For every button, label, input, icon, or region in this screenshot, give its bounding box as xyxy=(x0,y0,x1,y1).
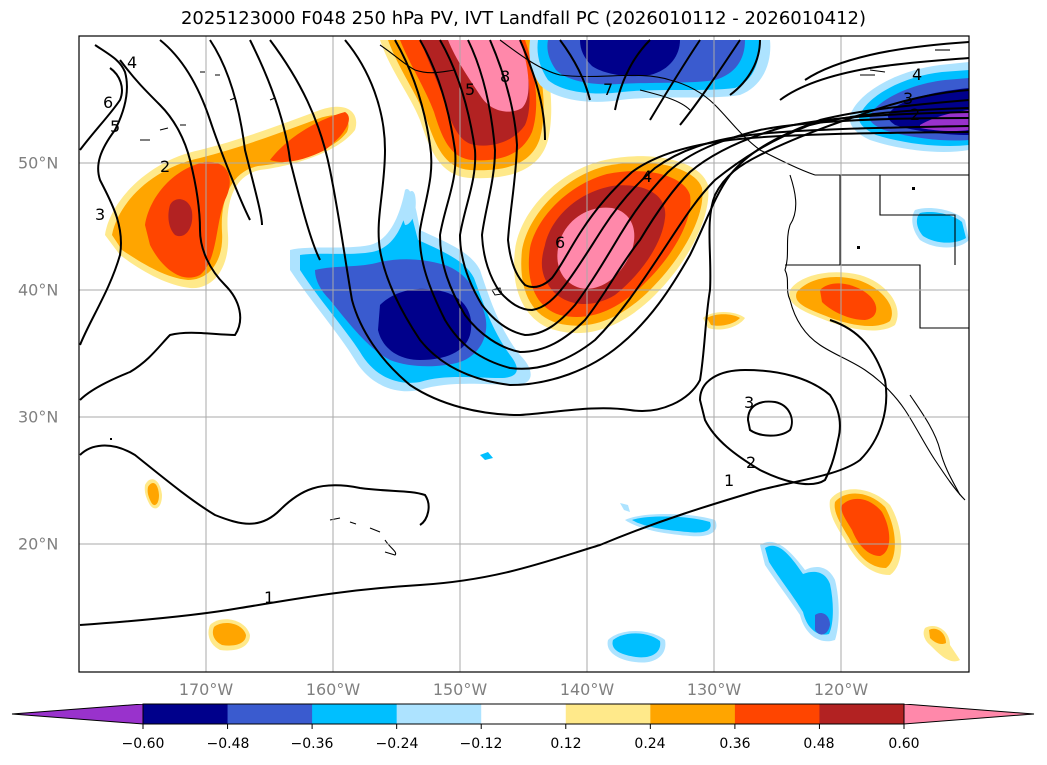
contour-label-5b: 5 xyxy=(465,80,475,99)
contour-label-2c: 2 xyxy=(910,105,920,124)
contour-label-8: 8 xyxy=(500,67,510,86)
map-canvas: 4 5 6 2 3 5 8 7 4 6 3 2 1 1 3 2 4 xyxy=(78,35,970,673)
colorbar-segment xyxy=(227,704,313,724)
contour-label-1: 1 xyxy=(724,471,734,490)
map-title: 2025123000 F048 250 hPa PV, IVT Landfall… xyxy=(180,8,867,29)
colorbar-label-9: 0.60 xyxy=(888,736,920,752)
colorbar-ticks xyxy=(142,724,905,729)
colorbar-label-1: −0.48 xyxy=(206,736,250,752)
colorbar xyxy=(11,703,1035,729)
lat-label-20n: 20°N xyxy=(18,534,59,554)
anomaly-patch-west-positive xyxy=(105,106,357,289)
contour-label-4c: 4 xyxy=(912,65,922,84)
contour-label-3: 3 xyxy=(95,205,105,224)
lat-label-40n: 40°N xyxy=(18,280,59,300)
colorbar-label-8: 0.48 xyxy=(803,736,835,752)
contour-label-7: 7 xyxy=(603,80,613,99)
lon-label-120w: 120°W xyxy=(813,680,869,699)
contour-label-1b: 1 xyxy=(264,588,274,607)
lon-label-130w: 130°W xyxy=(686,680,742,699)
colorbar-extend-low xyxy=(12,704,143,724)
lon-label-150w: 150°W xyxy=(432,680,488,699)
anomaly-patch-north-negative xyxy=(529,40,771,102)
lon-label-140w: 140°W xyxy=(559,680,615,699)
colorbar-label-6: 0.24 xyxy=(634,736,666,752)
colorbar-segment xyxy=(396,704,482,724)
contour-label-3c: 3 xyxy=(903,89,913,108)
colorbar-extend-high xyxy=(904,704,1034,724)
contour-label-6b: 6 xyxy=(555,233,565,252)
colorbar-segment xyxy=(819,704,905,724)
contour-label-2: 2 xyxy=(160,157,170,176)
colorbar-label-0: −0.60 xyxy=(121,736,165,752)
colorbar-segment xyxy=(734,704,820,724)
colorbar-label-7: 0.36 xyxy=(719,736,751,752)
colorbar-segment xyxy=(650,704,736,724)
colorbar-label-3: −0.24 xyxy=(375,736,419,752)
anomaly-patch-small xyxy=(144,190,969,663)
contour-labels: 4 5 6 2 3 5 8 7 4 6 3 2 1 1 3 2 4 xyxy=(95,53,922,607)
colorbar-segments xyxy=(12,704,1034,724)
lon-label-170w: 170°W xyxy=(178,680,234,699)
anomaly-patch-central-negative xyxy=(290,189,531,392)
lat-label-50n: 50°N xyxy=(18,153,59,173)
island-dots xyxy=(110,187,915,440)
map-frame xyxy=(78,35,970,673)
colorbar-label-4: −0.12 xyxy=(459,736,503,752)
lon-label-160w: 160°W xyxy=(305,680,361,699)
pv-contours xyxy=(79,39,969,626)
contour-label-2b: 2 xyxy=(746,453,756,472)
contour-label-3b: 3 xyxy=(744,393,754,412)
colorbar-label-2: −0.36 xyxy=(290,736,334,752)
colorbar-segment xyxy=(143,704,229,724)
colorbar-segment xyxy=(481,704,567,724)
lat-label-30n: 30°N xyxy=(18,407,59,427)
colorbar-label-5: 0.12 xyxy=(550,736,582,752)
contour-label-5: 5 xyxy=(110,117,120,136)
colorbar-segment xyxy=(312,704,398,724)
contour-label-4b: 4 xyxy=(642,167,652,186)
colorbar-segment xyxy=(565,704,651,724)
contour-label-6: 6 xyxy=(103,93,113,112)
contour-label-4: 4 xyxy=(127,53,137,72)
